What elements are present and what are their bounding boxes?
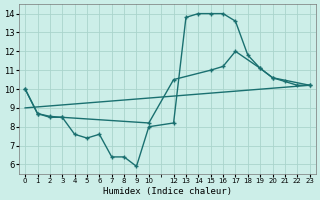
X-axis label: Humidex (Indice chaleur): Humidex (Indice chaleur) bbox=[103, 187, 232, 196]
